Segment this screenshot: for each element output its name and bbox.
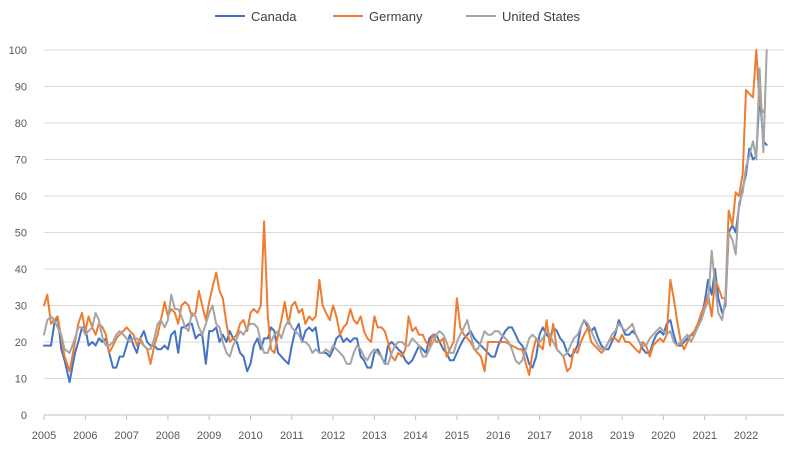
- y-tick-label: 50: [15, 228, 27, 240]
- legend-label-germany: Germany: [369, 9, 423, 24]
- y-tick-label: 60: [15, 191, 27, 203]
- y-tick-label: 100: [9, 45, 27, 57]
- x-tick-label: 2006: [73, 430, 97, 442]
- legend-label-canada: Canada: [251, 9, 297, 24]
- x-tick-label: 2010: [238, 430, 262, 442]
- y-tick-label: 70: [15, 155, 27, 167]
- x-tick-label: 2018: [569, 430, 593, 442]
- x-tick-label: 2012: [321, 430, 345, 442]
- x-tick-label: 2022: [734, 430, 758, 442]
- series-lines: [43, 49, 768, 384]
- y-tick-label: 10: [15, 374, 27, 386]
- series-line-germany: [43, 49, 765, 376]
- x-tick-label: 2007: [114, 430, 138, 442]
- x-tick-label: 2011: [280, 430, 304, 442]
- x-tick-label: 2019: [610, 430, 634, 442]
- x-tick-label: 2021: [692, 430, 716, 442]
- y-tick-label: 90: [15, 82, 27, 94]
- x-tick-label: 2005: [32, 430, 56, 442]
- y-tick-label: 80: [15, 118, 27, 130]
- x-axis: 2005 2006 2007 2008 2009 2010 2011 2012 2013 2014…: [32, 415, 758, 442]
- y-axis: 0 10 20 30 40 50 60 70 80 90 100: [9, 45, 27, 422]
- legend: Canada Germany United States: [215, 9, 581, 24]
- y-tick-label: 40: [15, 264, 27, 276]
- x-tick-label: 2013: [362, 430, 386, 442]
- legend-label-united-states: United States: [502, 9, 581, 24]
- gridlines: [44, 49, 784, 416]
- x-tick-label: 2020: [651, 430, 675, 442]
- x-tick-label: 2009: [197, 430, 221, 442]
- x-tick-label: 2017: [527, 430, 551, 442]
- y-tick-label: 0: [21, 410, 27, 422]
- series-line-canada: [43, 92, 768, 384]
- x-tick-label: 2014: [403, 430, 427, 442]
- y-tick-label: 20: [15, 337, 27, 349]
- x-tick-label: 2008: [156, 430, 180, 442]
- x-tick-label: 2015: [445, 430, 469, 442]
- series-line-united-states: [43, 49, 768, 365]
- y-tick-label: 30: [15, 301, 27, 313]
- x-tick-label: 2016: [486, 430, 510, 442]
